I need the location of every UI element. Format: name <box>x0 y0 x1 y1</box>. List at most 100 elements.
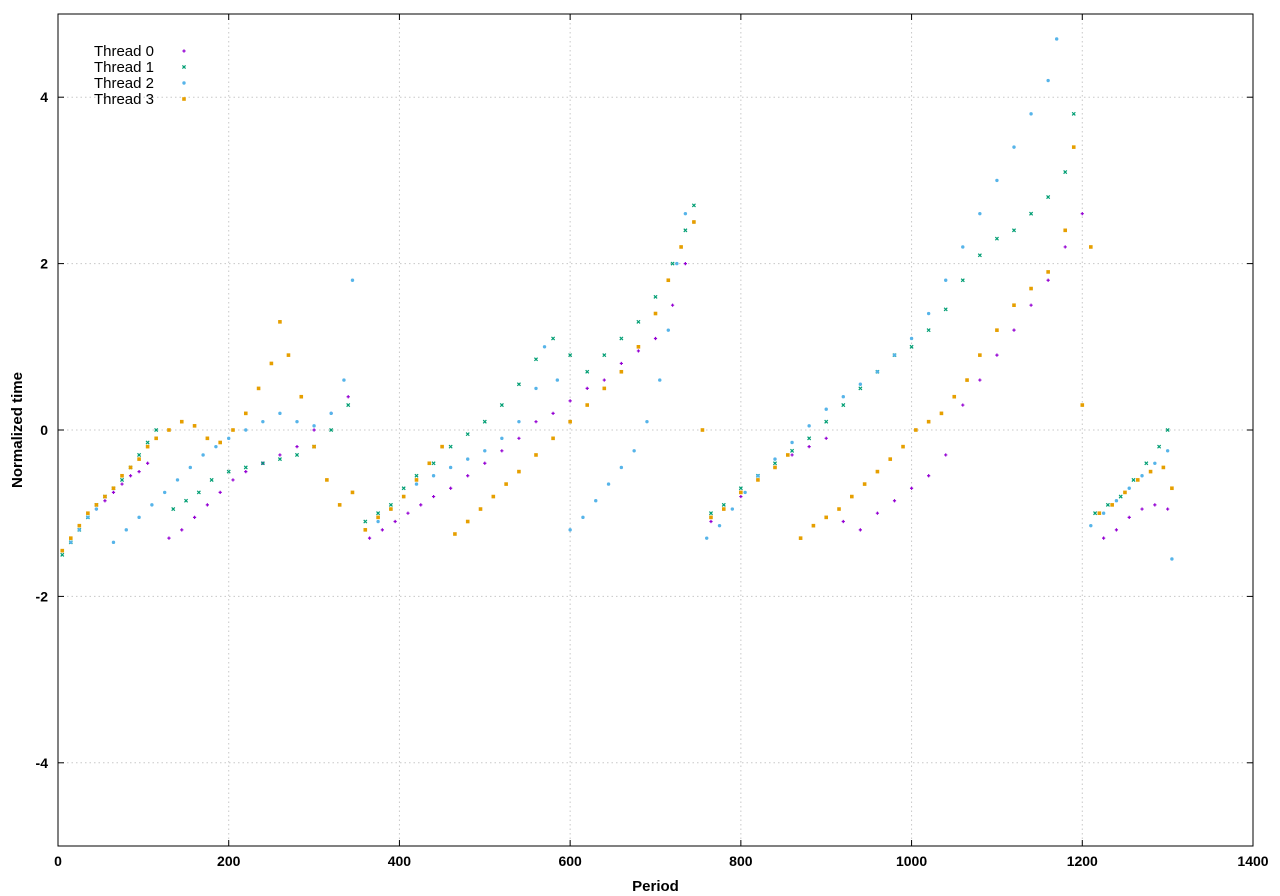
data-point <box>77 523 82 528</box>
data-point <box>119 477 125 482</box>
data-point <box>790 440 794 445</box>
data-point <box>1071 111 1076 116</box>
data-point <box>619 336 624 341</box>
data-point <box>491 494 496 499</box>
data-point <box>909 486 914 490</box>
x-tick-labels: 0 200 400 600 800 1000 1200 1400 <box>54 853 1269 869</box>
data-point <box>1166 507 1170 511</box>
data-point <box>277 457 282 462</box>
data-point <box>499 403 504 408</box>
data-point <box>1140 474 1144 478</box>
data-point <box>205 503 209 507</box>
data-point <box>419 503 423 507</box>
data-point <box>965 378 969 382</box>
data-point <box>299 394 304 399</box>
data-point <box>841 395 845 399</box>
data-point <box>862 482 867 486</box>
data-point <box>137 452 142 457</box>
legend-marker <box>181 64 187 70</box>
data-point <box>209 477 214 482</box>
data-point <box>1046 278 1050 282</box>
data-point <box>807 424 811 428</box>
data-point <box>111 490 116 494</box>
plot-frame <box>57 13 1254 847</box>
data-point <box>1029 112 1033 116</box>
x-tick-label: 400 <box>388 853 412 869</box>
data-point <box>658 378 662 382</box>
data-point <box>683 262 687 266</box>
y-axis-title: Normalized time <box>9 372 26 488</box>
data-point <box>850 494 854 499</box>
data-point <box>692 220 696 224</box>
data-point <box>824 515 829 520</box>
data-point <box>124 528 128 532</box>
data-point <box>440 444 444 449</box>
data-point <box>389 507 393 511</box>
data-point <box>943 307 948 312</box>
data-point <box>231 478 235 482</box>
data-point <box>128 474 133 478</box>
legend-label: Thread 0 <box>94 43 154 60</box>
data-point <box>145 440 150 445</box>
data-point <box>1105 502 1110 507</box>
data-point <box>337 503 342 507</box>
series-thread-1 <box>60 111 1170 557</box>
data-point <box>978 378 982 382</box>
data-point <box>636 349 641 353</box>
data-point <box>606 482 611 486</box>
data-point <box>431 474 436 478</box>
data-point <box>709 515 713 520</box>
data-point <box>679 245 683 249</box>
data-point <box>201 453 205 457</box>
data-point <box>683 211 688 216</box>
x-axis-title: Period <box>632 878 679 895</box>
data-point <box>1118 494 1123 499</box>
data-point <box>926 311 931 316</box>
data-point <box>1097 511 1102 515</box>
data-point <box>914 428 918 432</box>
x-tick-label: 600 <box>558 853 582 869</box>
data-point <box>841 403 846 408</box>
data-point <box>738 486 743 491</box>
data-point <box>1054 37 1059 41</box>
data-point <box>790 448 795 453</box>
data-point <box>568 419 572 424</box>
data-point <box>60 552 65 557</box>
data-point <box>137 470 141 474</box>
data-point <box>256 386 261 391</box>
data-point <box>278 453 282 457</box>
data-point <box>1131 477 1136 482</box>
data-point <box>376 515 380 520</box>
data-point <box>717 523 722 528</box>
data-point <box>585 403 590 407</box>
data-point <box>1110 503 1114 507</box>
data-point <box>214 444 218 449</box>
data-point <box>807 436 812 441</box>
data-point <box>517 469 521 474</box>
data-point <box>465 432 470 437</box>
data-point <box>278 320 282 324</box>
data-point <box>196 490 201 495</box>
data-point <box>465 519 470 524</box>
data-point <box>926 419 931 424</box>
data-point <box>581 515 585 520</box>
legend-label: Thread 3 <box>94 91 154 108</box>
data-point <box>1093 511 1098 516</box>
data-point <box>551 436 555 441</box>
data-point <box>1165 449 1170 453</box>
data-point <box>388 502 393 507</box>
data-point <box>205 436 210 441</box>
data-point <box>150 503 154 507</box>
data-point <box>666 328 671 332</box>
data-point <box>111 486 116 491</box>
data-point <box>666 278 671 283</box>
data-point <box>1144 461 1149 466</box>
data-point <box>568 528 572 532</box>
y-tick-label: 0 <box>40 422 48 438</box>
data-point <box>111 540 116 545</box>
data-point <box>743 490 747 495</box>
data-point <box>448 465 453 470</box>
data-point <box>961 403 965 407</box>
data-point <box>1127 515 1131 519</box>
data-point <box>892 499 897 503</box>
